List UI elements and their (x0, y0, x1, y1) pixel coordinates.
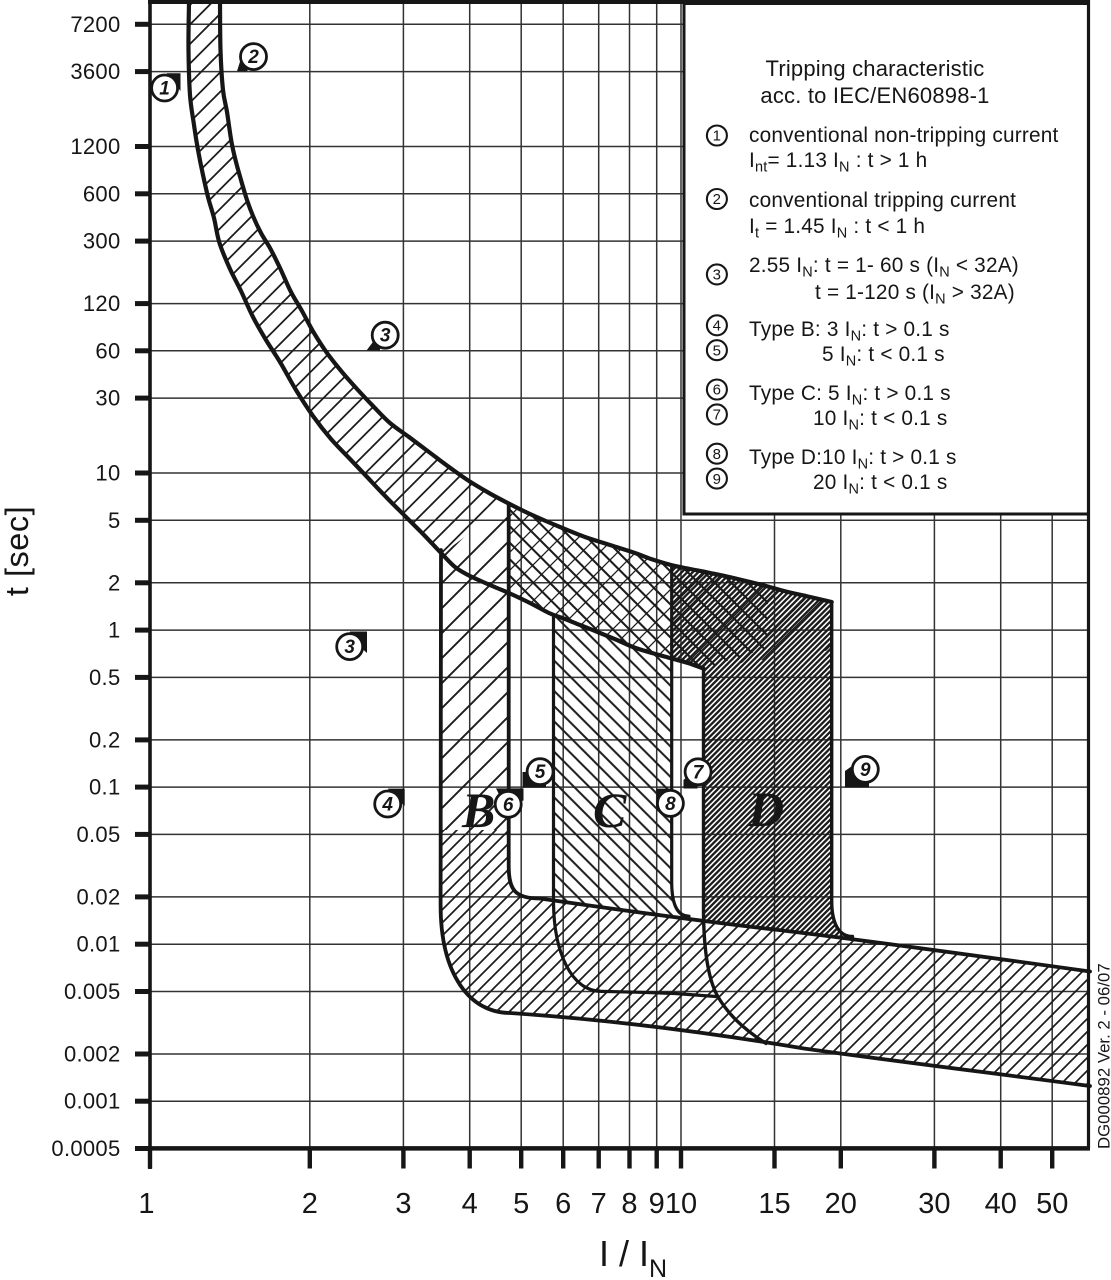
svg-text:7: 7 (591, 1188, 607, 1220)
svg-text:0.002: 0.002 (64, 1042, 121, 1067)
svg-text:5 IN​: t < 0.1 s: 5 IN​: t < 0.1 s (822, 343, 945, 370)
svg-text:0.01: 0.01 (76, 932, 120, 957)
svg-text:Int​= 1.13 IN​ : t > 1 h: Int​= 1.13 IN​ : t > 1 h (749, 149, 927, 176)
svg-text:0.02: 0.02 (76, 884, 120, 909)
svg-text:Tripping characteristic: Tripping characteristic (766, 56, 985, 81)
svg-text:acc. to IEC/EN60898-1: acc. to IEC/EN60898-1 (760, 83, 989, 108)
svg-text:30: 30 (95, 386, 120, 411)
svg-text:8: 8 (621, 1188, 637, 1220)
svg-text:1: 1 (713, 128, 722, 145)
svg-text:D: D (747, 781, 784, 837)
svg-text:4: 4 (381, 795, 393, 816)
svg-text:0.2: 0.2 (89, 727, 120, 752)
svg-text:0.05: 0.05 (76, 822, 120, 847)
svg-text:2: 2 (108, 570, 121, 595)
svg-text:3: 3 (380, 326, 391, 347)
svg-text:1: 1 (138, 1188, 154, 1220)
svg-text:60: 60 (95, 338, 120, 363)
svg-text:It​ = 1.45 IN​ : t < 1 h: It​ = 1.45 IN​ : t < 1 h (749, 215, 925, 242)
svg-text:9: 9 (649, 1188, 665, 1220)
svg-text:15: 15 (758, 1188, 790, 1220)
svg-text:Type D:10 IN​: t > 0.1 s: Type D:10 IN​: t > 0.1 s (749, 446, 957, 473)
svg-text:2: 2 (713, 191, 722, 208)
svg-text:Type C: 5 IN​: t > 0.1 s: Type C: 5 IN​: t > 0.1 s (749, 382, 951, 409)
svg-text:4: 4 (713, 318, 722, 335)
svg-text:7: 7 (693, 762, 705, 783)
svg-text:0.005: 0.005 (64, 979, 121, 1004)
svg-text:300: 300 (83, 229, 121, 254)
svg-text:3: 3 (713, 267, 722, 284)
svg-text:1200: 1200 (70, 134, 120, 159)
svg-text:2: 2 (302, 1188, 318, 1220)
svg-text:10: 10 (665, 1188, 697, 1220)
svg-text:0.1: 0.1 (89, 775, 120, 800)
svg-text:6: 6 (713, 382, 722, 399)
svg-text:40: 40 (985, 1188, 1017, 1220)
svg-text:10 IN​: t < 0.1 s: 10 IN​: t < 0.1 s (813, 407, 948, 434)
svg-text:5: 5 (108, 508, 121, 533)
svg-text:0.0005: 0.0005 (51, 1136, 120, 1161)
svg-text:DG000892 Ver. 2 - 06/07: DG000892 Ver. 2 - 06/07 (1095, 963, 1111, 1149)
svg-text:3: 3 (344, 637, 355, 658)
svg-text:6: 6 (503, 795, 514, 816)
svg-text:5: 5 (713, 342, 722, 359)
svg-text:0.5: 0.5 (89, 665, 120, 690)
svg-text:0.001: 0.001 (64, 1089, 121, 1114)
svg-text:3: 3 (395, 1188, 411, 1220)
svg-text:B: B (461, 782, 495, 838)
svg-text:20 IN​: t < 0.1 s: 20 IN​: t < 0.1 s (813, 471, 948, 498)
svg-text:conventional non-tripping curr: conventional non-tripping current (749, 124, 1059, 147)
svg-text:4: 4 (462, 1188, 478, 1220)
svg-text:9: 9 (713, 471, 722, 488)
svg-text:6: 6 (555, 1188, 571, 1220)
svg-text:7: 7 (713, 407, 722, 424)
svg-text:50: 50 (1036, 1188, 1068, 1220)
svg-text:1: 1 (159, 79, 170, 100)
svg-text:8: 8 (713, 446, 722, 463)
svg-text:8: 8 (665, 794, 676, 815)
svg-text:3600: 3600 (70, 59, 120, 84)
svg-text:Type B: 3 IN​: t > 0.1 s: Type B: 3 IN​: t > 0.1 s (749, 318, 950, 345)
svg-text:C: C (593, 782, 627, 838)
svg-text:5: 5 (513, 1188, 529, 1220)
svg-text:10: 10 (95, 461, 120, 486)
svg-text:7200: 7200 (70, 12, 120, 37)
svg-text:120: 120 (83, 291, 121, 316)
svg-text:conventional tripping current: conventional tripping current (749, 189, 1016, 212)
svg-text:9: 9 (860, 760, 871, 781)
svg-text:2.55 IN​: t = 1- 60 s (IN​ < 3: 2.55 IN​: t = 1- 60 s (IN​ < 32A) (749, 254, 1019, 281)
svg-text:5: 5 (535, 762, 546, 783)
svg-text:600: 600 (83, 181, 121, 206)
svg-text:I / IN: I / IN (599, 1233, 667, 1280)
svg-text:t [sec]: t [sec] (0, 506, 35, 596)
svg-text:t = 1-120 s (IN​ > 32A): t = 1-120 s (IN​ > 32A) (815, 281, 1015, 308)
svg-text:20: 20 (825, 1188, 857, 1220)
svg-text:2: 2 (247, 47, 259, 68)
svg-text:30: 30 (918, 1188, 950, 1220)
svg-text:1: 1 (108, 618, 121, 643)
